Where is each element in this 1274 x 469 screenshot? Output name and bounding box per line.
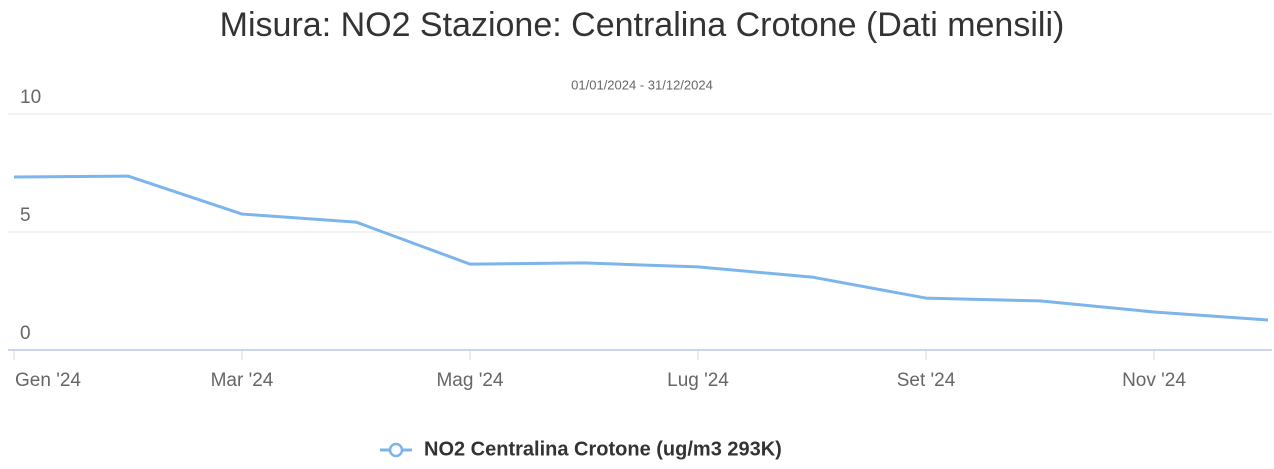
- y-tick-label: 5: [20, 205, 31, 226]
- data-line: [13, 174, 1269, 322]
- x-tick-label: Mag '24: [436, 370, 503, 391]
- x-tick-label: Set '24: [897, 370, 956, 391]
- chart-subtitle: 01/01/2024 - 31/12/2024: [571, 77, 713, 92]
- legend-marker: [388, 442, 404, 458]
- x-tick-label: Nov '24: [1122, 370, 1186, 391]
- y-tick-label: 10: [20, 87, 41, 108]
- x-tick-label: Lug '24: [667, 370, 729, 391]
- y-tick-label: 0: [20, 323, 31, 344]
- legend-label: NO2 Centralina Crotone (ug/m3 293K): [424, 438, 782, 460]
- x-tick-label: Mar '24: [211, 370, 274, 391]
- x-tick-label: Gen '24: [15, 370, 81, 391]
- chart-title: Misura: NO2 Stazione: Centralina Crotone…: [220, 6, 1065, 44]
